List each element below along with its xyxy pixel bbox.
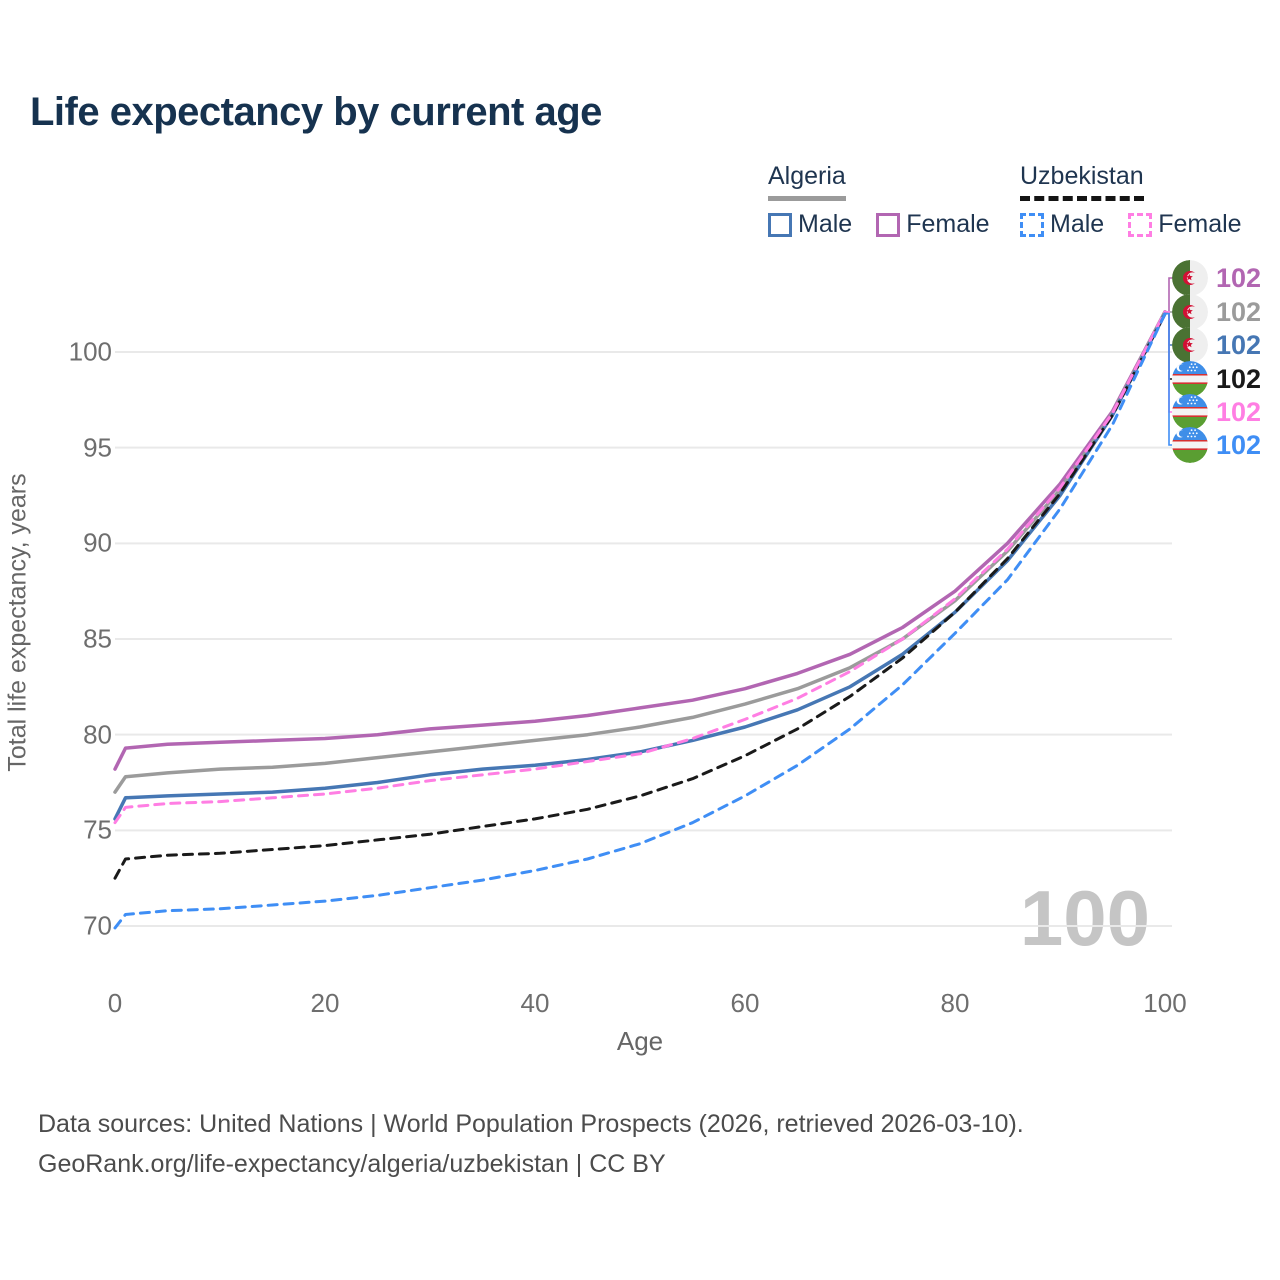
x-tick-label-20: 20	[310, 988, 340, 1018]
uzbekistan-flag-icon	[1172, 394, 1208, 430]
y-tick-label-75: 75	[83, 814, 112, 845]
series-line-uzbekistan-total[interactable]	[113, 312, 1167, 880]
legend-item-algeria-male[interactable]: Male	[768, 210, 852, 239]
end-label-uzbekistan-female: 102	[1172, 394, 1261, 430]
end-label-value: 102	[1216, 396, 1262, 427]
legend-item-algeria-female[interactable]: Female	[876, 210, 990, 239]
legend-item-uzbekistan-female[interactable]: Female	[1128, 210, 1242, 239]
uzbekistan-flag-icon	[1172, 361, 1208, 397]
y-tick-label-80: 80	[83, 719, 112, 750]
algeria-flag-icon	[1172, 327, 1208, 363]
legend-item-uzbekistan-male[interactable]: Male	[1020, 210, 1104, 239]
x-tick-label-60: 60	[730, 988, 760, 1018]
legend-group-uzbekistan: Uzbekistan Male Female	[1020, 162, 1242, 239]
chart-title: Life expectancy by current age	[30, 90, 602, 134]
series-line-uzbekistan-male[interactable]	[113, 312, 1167, 930]
end-label-algeria-male: 102	[1172, 327, 1261, 363]
series-line-algeria-female[interactable]	[113, 310, 1167, 771]
algeria-female-swatch-icon	[876, 212, 901, 237]
x-tick-label-80: 80	[940, 988, 970, 1018]
end-label-value: 102	[1216, 429, 1262, 460]
legend-country-uzbekistan[interactable]: Uzbekistan	[1020, 162, 1144, 201]
end-label-uzbekistan-total: 102	[1172, 361, 1261, 397]
y-tick-label-90: 90	[83, 527, 112, 558]
footer-url-line: GeoRank.org/life-expectancy/algeria/uzbe…	[38, 1150, 666, 1178]
y-tick-label-100: 100	[68, 336, 112, 367]
uzbekistan-flag-icon	[1172, 427, 1208, 463]
x-tick-label-40: 40	[520, 988, 550, 1018]
end-label-algeria-total: 102	[1172, 294, 1261, 330]
leader-line-algeria-female	[1165, 277, 1172, 313]
footer-sources-line: Data sources: United Nations | World Pop…	[38, 1110, 1024, 1138]
end-label-value: 102	[1216, 329, 1262, 360]
footer: Data sources: United Nations | World Pop…	[38, 1104, 1024, 1184]
end-label-uzbekistan-male: 102	[1172, 427, 1261, 463]
end-label-value: 102	[1216, 296, 1262, 327]
watermark-age-100: 100	[1019, 874, 1150, 962]
y-axis-title: Total life expectancy, years	[3, 473, 32, 772]
series-line-uzbekistan-female[interactable]	[113, 310, 1167, 825]
algeria-flag-icon	[1172, 260, 1208, 296]
x-tick-label-100: 100	[1143, 988, 1187, 1018]
uzbekistan-female-swatch-icon	[1128, 212, 1153, 237]
y-tick-label-95: 95	[83, 432, 112, 463]
algeria-flag-icon	[1172, 294, 1208, 330]
end-label-algeria-female: 102	[1172, 260, 1261, 296]
y-tick-label-70: 70	[83, 910, 112, 941]
end-label-value: 102	[1216, 262, 1262, 293]
legend-group-algeria: Algeria Male Female	[768, 162, 990, 239]
algeria-male-swatch-icon	[768, 212, 792, 237]
series-line-algeria-total[interactable]	[113, 310, 1167, 794]
leader-line-uzbekistan-male	[1165, 312, 1172, 446]
x-axis-title: Age	[616, 1026, 664, 1056]
y-tick-label-85: 85	[83, 623, 112, 654]
end-label-value: 102	[1216, 363, 1262, 394]
legend-country-algeria[interactable]: Algeria	[768, 162, 846, 201]
series-line-algeria-male[interactable]	[113, 311, 1167, 821]
uzbekistan-male-swatch-icon	[1020, 212, 1044, 237]
x-tick-label-0: 0	[107, 988, 123, 1018]
